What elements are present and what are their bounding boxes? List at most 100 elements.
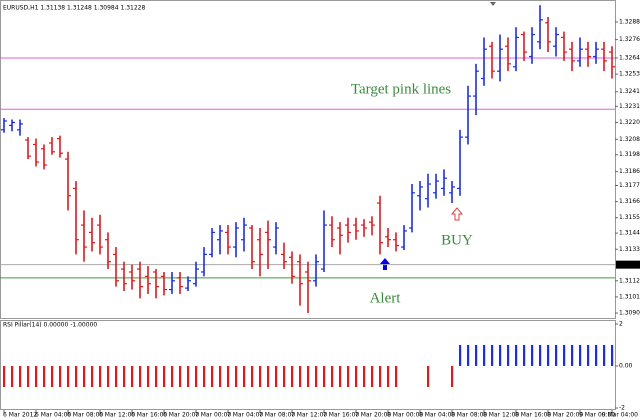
price-tag	[616, 260, 640, 269]
chart-title: EURUSD,H1 1.31138 1.31248 1.30984 1.3122…	[3, 5, 145, 12]
pillar	[451, 366, 454, 387]
pillar	[123, 366, 126, 387]
pillar	[251, 366, 254, 387]
x-tick-label: 7 Mar 04:00	[227, 412, 263, 419]
pillar	[363, 366, 366, 387]
pillar	[51, 366, 54, 387]
pillar	[43, 366, 46, 387]
pillar	[331, 366, 334, 387]
x-tick-label: 6 Mar 12:00	[99, 412, 135, 419]
pillar	[19, 366, 22, 387]
pillar	[315, 366, 318, 387]
pillar	[219, 366, 222, 387]
pillar	[235, 366, 238, 387]
main-frame	[0, 0, 616, 319]
pillar	[595, 345, 598, 366]
x-tick-label: 6 Mar 2012	[3, 412, 37, 419]
x-tick-label: 9 Mar 00:00	[579, 412, 615, 419]
y-tick-label: 1.30900	[619, 310, 640, 317]
pillar	[515, 345, 518, 366]
y-tick-label: 1.31120	[619, 277, 640, 284]
pillar	[355, 366, 358, 387]
signal-arrow	[450, 207, 464, 221]
shift-marker	[490, 2, 496, 6]
y-tick-label: 1.31335	[619, 246, 640, 253]
y-tick-label: 0.00	[619, 363, 633, 370]
pillar	[115, 366, 118, 387]
x-tick-label: 7 Mar 20:00	[355, 412, 391, 419]
pillar	[323, 366, 326, 387]
pillar	[307, 366, 310, 387]
pillar	[523, 345, 526, 366]
y-tick-label: 1.31770	[619, 182, 640, 189]
annotation: BUY	[441, 232, 473, 248]
pillar	[179, 366, 182, 387]
pillar	[107, 366, 110, 387]
annotation: Target pink lines	[351, 81, 451, 97]
pillar	[243, 366, 246, 387]
pillar	[91, 366, 94, 387]
pillar	[3, 366, 6, 387]
pillar	[379, 366, 382, 387]
pillar	[291, 366, 294, 387]
y-tick-label: 1.32310	[619, 103, 640, 110]
pillar	[427, 366, 430, 387]
x-tick-label: 8 Mar 04:00	[419, 412, 455, 419]
pillar	[491, 345, 494, 366]
y-tick-label: 1.31445	[619, 230, 640, 237]
y-tick-label: 1.31010	[619, 293, 640, 300]
pillar	[579, 345, 582, 366]
pillar	[147, 366, 150, 387]
y-tick-label: 1.31980	[619, 151, 640, 158]
pillar	[475, 345, 478, 366]
y-tick-label: 1.31865	[619, 168, 640, 175]
pillar	[75, 366, 78, 387]
pillar	[35, 366, 38, 387]
pillar	[259, 366, 262, 387]
pillar	[83, 366, 86, 387]
y-tick-label: -2	[619, 405, 625, 412]
pillar	[155, 366, 158, 387]
pillar	[387, 366, 390, 387]
pillar	[171, 366, 174, 387]
pillar	[27, 366, 30, 387]
pillar	[163, 366, 166, 387]
pillar	[227, 366, 230, 387]
pillar	[275, 366, 278, 387]
sub-frame	[0, 320, 616, 410]
pillar	[467, 345, 470, 366]
pillar	[603, 345, 606, 366]
pillar	[195, 366, 198, 387]
pillar	[299, 366, 302, 387]
pillar	[347, 366, 350, 387]
x-tick-label: 8 Mar 16:00	[515, 412, 551, 419]
x-tick-label: 7 Mar 00:00	[195, 412, 231, 419]
annotation: Alert	[370, 290, 402, 306]
pillar	[531, 345, 534, 366]
x-tick-label: 7 Mar 16:00	[323, 412, 359, 419]
pillar	[587, 345, 590, 366]
x-tick-label: 8 Mar 20:00	[547, 412, 583, 419]
x-tick-label: 7 Mar 12:00	[291, 412, 327, 419]
pillar	[67, 366, 70, 387]
pillar	[507, 345, 510, 366]
y-tick-label: 1.32530	[619, 71, 640, 78]
x-tick-label: 6 Mar 16:00	[131, 412, 167, 419]
pillar	[211, 366, 214, 387]
pillar	[395, 366, 398, 387]
pillar	[571, 345, 574, 366]
pillar	[99, 366, 102, 387]
y-tick-label: 1.32410	[619, 88, 640, 95]
y-tick-label: 1.32640	[619, 54, 640, 61]
pillar	[11, 366, 14, 387]
x-tick-label: 6 Mar 08:00	[67, 412, 103, 419]
pillar	[563, 345, 566, 366]
price-tag-label: 1.31230	[618, 261, 640, 268]
pillar	[139, 366, 142, 387]
x-tick-label: 9 Mar 04:00	[602, 412, 638, 419]
x-tick-label: 7 Mar 08:00	[259, 412, 295, 419]
x-tick-label: 6 Mar 04:00	[35, 412, 71, 419]
pillar	[371, 366, 374, 387]
pillar	[131, 366, 134, 387]
